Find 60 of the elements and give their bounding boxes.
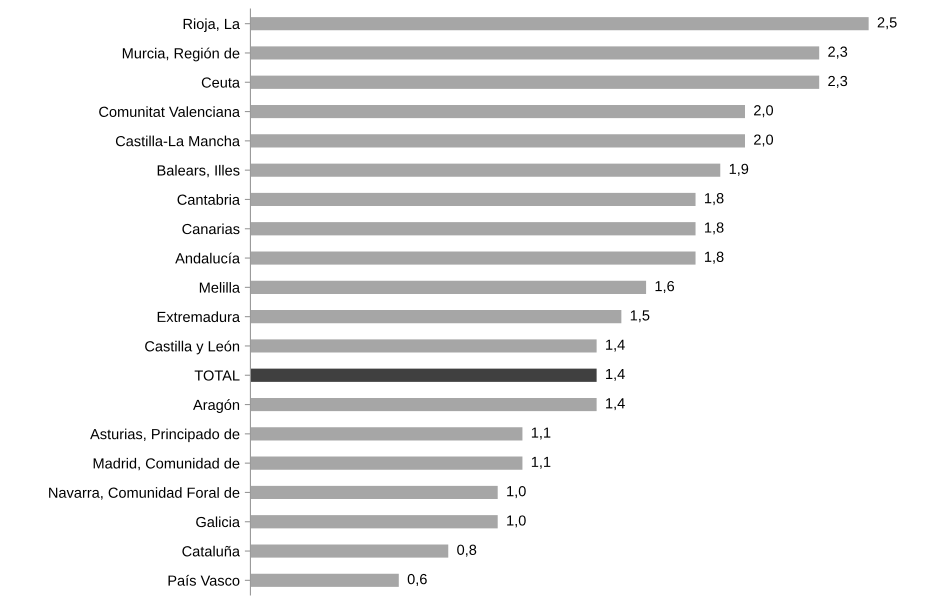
bar	[250, 76, 820, 89]
data-label: 1,1	[532, 456, 550, 469]
bar	[250, 17, 869, 30]
bar	[250, 427, 522, 440]
y-tick-label: Navarra, Comunidad Foral de	[49, 487, 240, 500]
y-tick-label: Galicia	[196, 516, 240, 528]
y-tick-label: Andalucía	[175, 252, 240, 264]
data-label: 1,8	[704, 222, 724, 234]
data-label: 0,8	[457, 544, 476, 557]
data-label: 1,4	[606, 368, 625, 381]
data-label: 1,9	[730, 164, 748, 176]
bar	[250, 398, 597, 412]
bar	[250, 515, 498, 528]
bar	[250, 456, 522, 470]
data-label: 1,5	[630, 310, 650, 322]
y-tick-label: Murcia, Región de	[122, 48, 240, 62]
y-tick-label: Madrid, Comunidad de	[94, 458, 240, 470]
y-tick-label: Ceuta	[202, 77, 240, 88]
y-tick-label: Castilla y León	[145, 340, 240, 354]
y-tick-label: Melilla	[200, 282, 240, 293]
y-tick-label: Aragón	[193, 399, 240, 413]
bar	[250, 310, 622, 324]
y-tick-label: Canarias	[182, 223, 240, 234]
bar	[250, 339, 597, 353]
bar	[250, 222, 696, 236]
bar	[250, 486, 498, 500]
y-tick-label: Comunitat Valenciana	[99, 106, 240, 117]
bar	[250, 368, 597, 382]
bar	[250, 134, 746, 148]
y-tick-label: Cataluña	[182, 546, 240, 556]
data-label: 2,3	[828, 76, 848, 88]
bar	[250, 574, 399, 587]
y-tick-label: Rioja, La	[184, 18, 240, 32]
data-label: 1,6	[656, 280, 674, 293]
bar	[250, 251, 696, 265]
y-tick-label: Balears, Illes	[158, 164, 240, 178]
data-label: 2,0	[754, 134, 774, 146]
y-tick-label: País Vasco	[168, 574, 240, 586]
y-tick-label: Cantabria	[178, 194, 240, 205]
bar	[250, 280, 646, 294]
data-label: 2,3	[828, 46, 848, 59]
data-label: 2,5	[878, 17, 897, 30]
data-label: 1,8	[704, 252, 724, 264]
y-tick-label: Extremadura	[158, 311, 240, 322]
y-tick-label: Asturias, Principado de	[90, 428, 240, 442]
data-label: 2,0	[754, 105, 774, 118]
y-tick-label: TOTAL	[194, 370, 240, 381]
data-label: 1,4	[606, 340, 625, 352]
data-label: 1,4	[606, 398, 625, 410]
data-label: 0,6	[408, 574, 427, 586]
bar	[250, 164, 720, 177]
data-label: 1,0	[507, 486, 526, 498]
y-tick-label: Castilla-La Mancha	[116, 136, 240, 146]
data-label: 1,0	[507, 515, 526, 528]
bar	[250, 46, 820, 60]
bar	[250, 544, 448, 558]
data-label: 1,1	[532, 428, 550, 440]
data-label: 1,8	[704, 193, 724, 206]
bar	[250, 104, 746, 118]
bar	[250, 192, 696, 206]
